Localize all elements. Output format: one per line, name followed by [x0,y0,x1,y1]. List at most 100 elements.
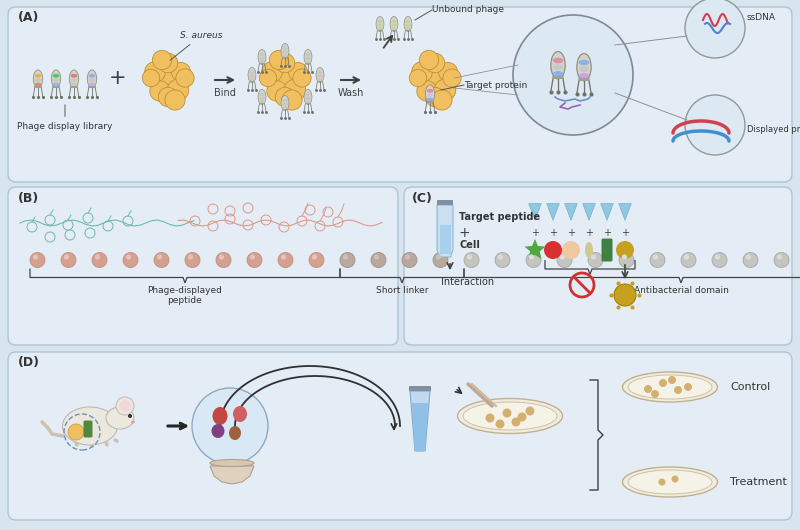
Text: S. aureus: S. aureus [170,31,222,60]
Ellipse shape [131,420,135,423]
Circle shape [650,252,665,268]
Bar [409,386,431,391]
Circle shape [668,376,676,384]
Text: Target peptide: Target peptide [459,212,540,222]
Ellipse shape [34,78,42,82]
Ellipse shape [317,78,323,82]
Ellipse shape [305,60,311,64]
Bar [391,30,397,31]
Circle shape [293,69,311,87]
Circle shape [412,61,432,82]
Bar [282,57,288,58]
Circle shape [30,252,45,268]
Ellipse shape [577,54,591,81]
Circle shape [167,79,189,101]
Text: Short linker: Short linker [376,286,428,295]
Circle shape [774,252,789,268]
Circle shape [438,63,458,82]
Circle shape [259,69,277,87]
Ellipse shape [405,20,411,23]
Ellipse shape [282,99,288,102]
Circle shape [374,254,379,260]
Circle shape [371,252,386,268]
Circle shape [502,409,511,418]
Text: Displayed protein: Displayed protein [747,126,800,135]
Circle shape [685,95,745,155]
Circle shape [275,87,294,107]
Circle shape [653,254,658,260]
Circle shape [250,254,255,260]
Circle shape [309,252,324,268]
FancyArrowPatch shape [546,204,559,220]
Ellipse shape [249,71,255,74]
Ellipse shape [405,27,411,30]
Text: Target protein: Target protein [464,81,527,90]
Circle shape [433,252,448,268]
Ellipse shape [211,424,225,438]
Circle shape [157,254,162,260]
Ellipse shape [305,96,311,100]
Circle shape [126,254,131,260]
Ellipse shape [70,78,78,82]
Circle shape [614,284,636,306]
Circle shape [529,254,534,260]
Ellipse shape [259,60,265,64]
Ellipse shape [628,375,712,399]
Text: Wash: Wash [338,88,364,98]
Bar [89,86,95,87]
Circle shape [284,79,306,101]
Ellipse shape [70,70,78,88]
Circle shape [436,254,441,260]
Bar [306,103,310,104]
Circle shape [467,254,472,260]
Ellipse shape [305,100,311,103]
Circle shape [557,252,572,268]
Bar [378,30,382,31]
Ellipse shape [391,27,397,30]
Ellipse shape [258,90,266,104]
Circle shape [684,254,689,260]
Circle shape [312,254,317,260]
Ellipse shape [53,83,59,86]
Ellipse shape [426,98,434,101]
Ellipse shape [34,70,42,88]
Ellipse shape [259,100,265,103]
Ellipse shape [304,49,312,65]
Bar [34,86,42,87]
Ellipse shape [404,16,412,32]
Circle shape [715,254,720,260]
Circle shape [684,383,692,391]
Text: (A): (A) [18,11,39,24]
Ellipse shape [248,67,256,83]
Circle shape [544,241,562,259]
Circle shape [498,254,503,260]
Circle shape [267,81,287,101]
Circle shape [518,412,526,421]
Ellipse shape [62,407,118,445]
FancyArrowPatch shape [618,204,631,220]
Text: Phage-displayed
peptide: Phage-displayed peptide [147,286,222,305]
Ellipse shape [391,20,397,23]
Bar [250,81,254,83]
Circle shape [712,252,727,268]
Ellipse shape [51,70,61,88]
Ellipse shape [259,93,265,96]
Circle shape [275,53,294,73]
Circle shape [154,252,169,268]
Bar [426,101,434,103]
Ellipse shape [553,64,563,70]
Ellipse shape [628,470,712,494]
Ellipse shape [34,74,42,77]
Circle shape [434,79,456,101]
Circle shape [513,15,633,135]
Circle shape [658,479,666,485]
Bar [259,63,265,65]
Circle shape [426,72,444,89]
Circle shape [95,254,100,260]
Circle shape [262,61,282,82]
FancyBboxPatch shape [404,187,792,345]
Ellipse shape [391,23,397,27]
Circle shape [343,254,348,260]
Circle shape [644,385,652,393]
Ellipse shape [426,93,434,97]
